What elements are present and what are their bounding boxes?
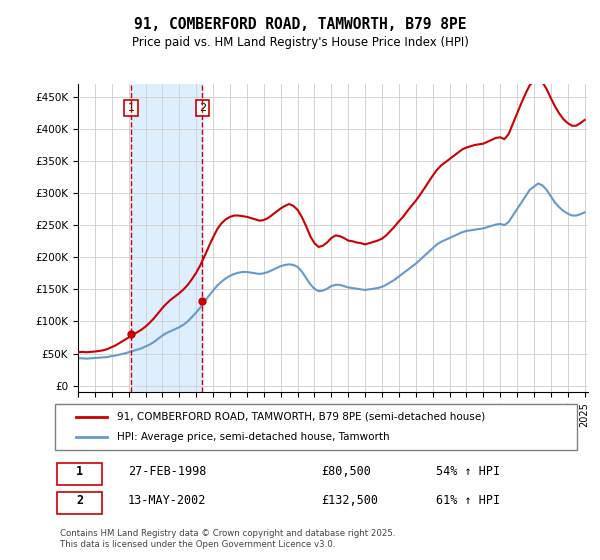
- Text: 13-MAY-2002: 13-MAY-2002: [128, 494, 206, 507]
- FancyBboxPatch shape: [58, 463, 102, 485]
- Text: HPI: Average price, semi-detached house, Tamworth: HPI: Average price, semi-detached house,…: [118, 432, 390, 442]
- FancyBboxPatch shape: [55, 404, 577, 450]
- Text: 2: 2: [199, 103, 206, 113]
- Text: 91, COMBERFORD ROAD, TAMWORTH, B79 8PE (semi-detached house): 91, COMBERFORD ROAD, TAMWORTH, B79 8PE (…: [118, 412, 485, 422]
- Text: Contains HM Land Registry data © Crown copyright and database right 2025.
This d: Contains HM Land Registry data © Crown c…: [60, 529, 395, 549]
- Text: Price paid vs. HM Land Registry's House Price Index (HPI): Price paid vs. HM Land Registry's House …: [131, 36, 469, 49]
- Bar: [131, 84, 202, 392]
- Text: 61% ↑ HPI: 61% ↑ HPI: [436, 494, 500, 507]
- Text: 1: 1: [128, 103, 134, 113]
- Text: 54% ↑ HPI: 54% ↑ HPI: [436, 465, 500, 478]
- Text: £80,500: £80,500: [321, 465, 371, 478]
- FancyBboxPatch shape: [58, 492, 102, 514]
- Text: 1: 1: [76, 465, 83, 478]
- Text: £132,500: £132,500: [321, 494, 378, 507]
- Text: 27-FEB-1998: 27-FEB-1998: [128, 465, 206, 478]
- Text: 2: 2: [76, 494, 83, 507]
- Text: 91, COMBERFORD ROAD, TAMWORTH, B79 8PE: 91, COMBERFORD ROAD, TAMWORTH, B79 8PE: [134, 17, 466, 32]
